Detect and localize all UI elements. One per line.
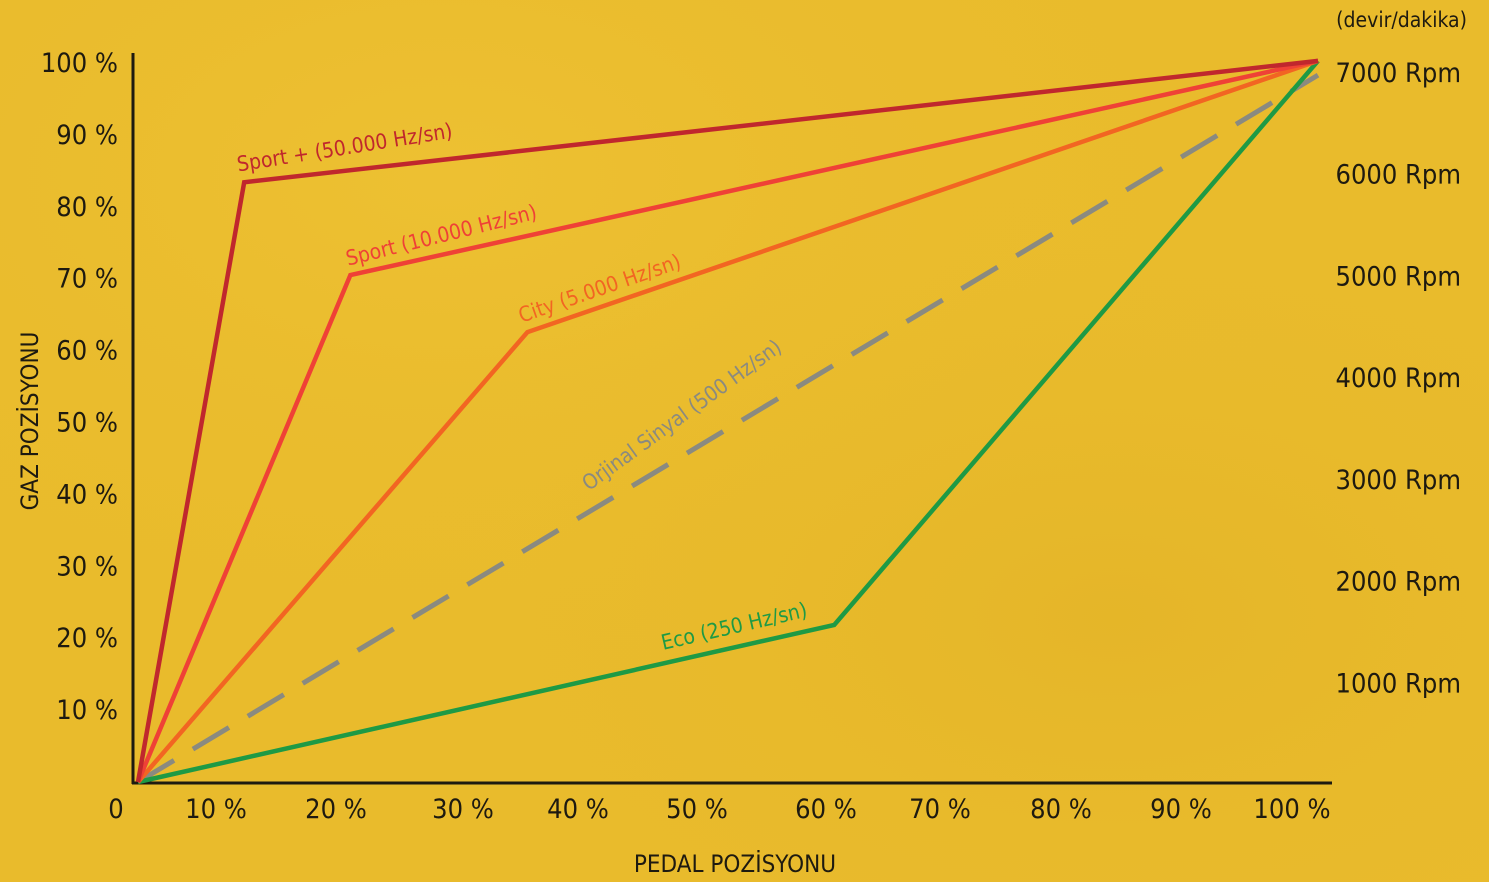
- x-tick-label: 30 %: [432, 794, 494, 825]
- x-tick-label: 10 %: [185, 794, 247, 825]
- right-axis-unit: (devir/dakika): [1336, 8, 1467, 32]
- y-tick-label: 10 %: [56, 695, 118, 726]
- x-axis-title: PEDAL POZİSYONU: [634, 849, 836, 878]
- right-tick-label: 7000 Rpm: [1336, 58, 1461, 89]
- series-label: Sport (10.000 Hz/sn): [343, 200, 539, 271]
- y-tick-label: 100 %: [41, 48, 118, 79]
- x-tick-label: 80 %: [1030, 794, 1092, 825]
- x-tick-label: 50 %: [666, 794, 728, 825]
- right-tick-label: 2000 Rpm: [1336, 567, 1461, 598]
- right-tick-label: 5000 Rpm: [1336, 261, 1461, 292]
- x-tick-label: 60 %: [795, 794, 857, 825]
- series-label: Sport + (50.000 Hz/sn): [235, 119, 454, 177]
- right-tick-label: 3000 Rpm: [1336, 465, 1461, 496]
- x-tick-label: 0: [108, 794, 123, 825]
- x-tick-label: 90 %: [1150, 794, 1212, 825]
- series-line: [135, 58, 1319, 783]
- right-tick-label: 1000 Rpm: [1336, 668, 1461, 699]
- series-line: [137, 59, 1320, 785]
- series-line: [135, 58, 1319, 783]
- y-tick-label: 30 %: [56, 551, 118, 582]
- x-tick-label: 20 %: [305, 794, 367, 825]
- series-line: [136, 72, 1320, 785]
- y-tick-label: 90 %: [56, 120, 118, 151]
- right-tick-label: 4000 Rpm: [1336, 363, 1461, 394]
- y-axis-title: GAZ POZİSYONU: [15, 332, 44, 511]
- y-tick-label: 60 %: [56, 336, 118, 367]
- x-tick-label: 40 %: [547, 794, 609, 825]
- series-line: [136, 58, 1319, 784]
- y-tick-label: 40 %: [56, 479, 118, 510]
- x-tick-label: 70 %: [909, 794, 971, 825]
- y-tick-label: 80 %: [56, 192, 118, 223]
- y-tick-label: 20 %: [56, 623, 118, 654]
- y-tick-label: 70 %: [56, 264, 118, 295]
- x-tick-label: 100 %: [1253, 794, 1330, 825]
- y-tick-label: 50 %: [56, 408, 118, 439]
- right-tick-label: 6000 Rpm: [1336, 160, 1461, 191]
